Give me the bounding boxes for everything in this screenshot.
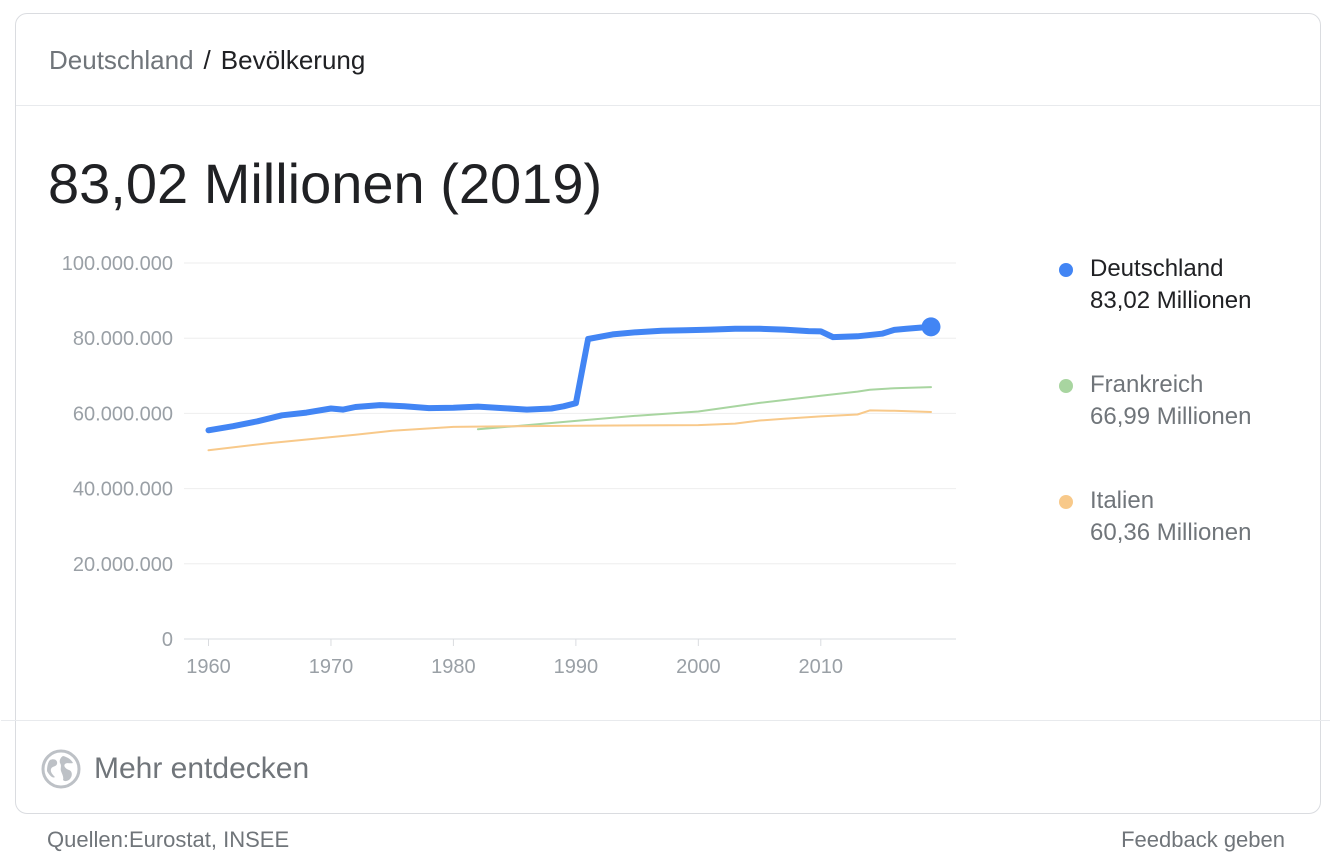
globe-icon xyxy=(41,749,81,789)
series-line-deutschland xyxy=(205,323,934,434)
legend-dot xyxy=(1059,379,1073,393)
x-tick-label: 2000 xyxy=(676,656,721,678)
explore-more-label: Mehr entdecken xyxy=(94,752,310,785)
legend-value: 66,99 Millionen xyxy=(1090,403,1252,430)
footer-divider xyxy=(1,720,1330,721)
legend-value: 83,02 Millionen xyxy=(1090,287,1252,314)
series-endpoint-deutschland xyxy=(921,317,941,337)
sources-text: Quellen:Eurostat, INSEE xyxy=(47,827,290,852)
legend-name: Deutschland xyxy=(1090,255,1224,282)
breadcrumb-parent-link[interactable]: Deutschland xyxy=(49,45,194,75)
series-line-frankreich xyxy=(476,386,932,431)
x-tick-label: 1970 xyxy=(309,656,354,678)
x-tick-label: 1990 xyxy=(554,656,599,678)
header-divider xyxy=(16,105,1320,106)
legend-value: 60,36 Millionen xyxy=(1090,519,1252,546)
feedback-link[interactable]: Feedback geben xyxy=(1121,827,1285,852)
legend-name: Italien xyxy=(1090,487,1155,514)
legend-dot xyxy=(1059,495,1073,509)
breadcrumb-current: Bevölkerung xyxy=(220,45,366,75)
y-tick-label: 0 xyxy=(162,629,173,651)
x-tick-label: 1980 xyxy=(431,656,476,678)
series-line-italien xyxy=(207,409,932,452)
legend-name: Frankreich xyxy=(1090,371,1204,398)
x-tick-label: 2010 xyxy=(799,656,844,678)
y-tick-label: 60.000.000 xyxy=(73,403,173,425)
y-tick-label: 100.000.000 xyxy=(62,253,173,275)
legend-dot xyxy=(1059,263,1073,277)
y-tick-label: 20.000.000 xyxy=(73,554,173,576)
y-tick-label: 40.000.000 xyxy=(73,479,173,501)
x-tick-label: 1960 xyxy=(186,656,231,678)
breadcrumb-separator: / xyxy=(203,45,211,75)
y-tick-label: 80.000.000 xyxy=(73,328,173,350)
population-headline: 83,02 Millionen (2019) xyxy=(48,152,603,215)
breadcrumb: Deutschland / Bevölkerung xyxy=(49,44,365,76)
population-line-chart: 0 20.000.000 40.000.000 60.000.000 80.000.00… xyxy=(62,253,956,678)
